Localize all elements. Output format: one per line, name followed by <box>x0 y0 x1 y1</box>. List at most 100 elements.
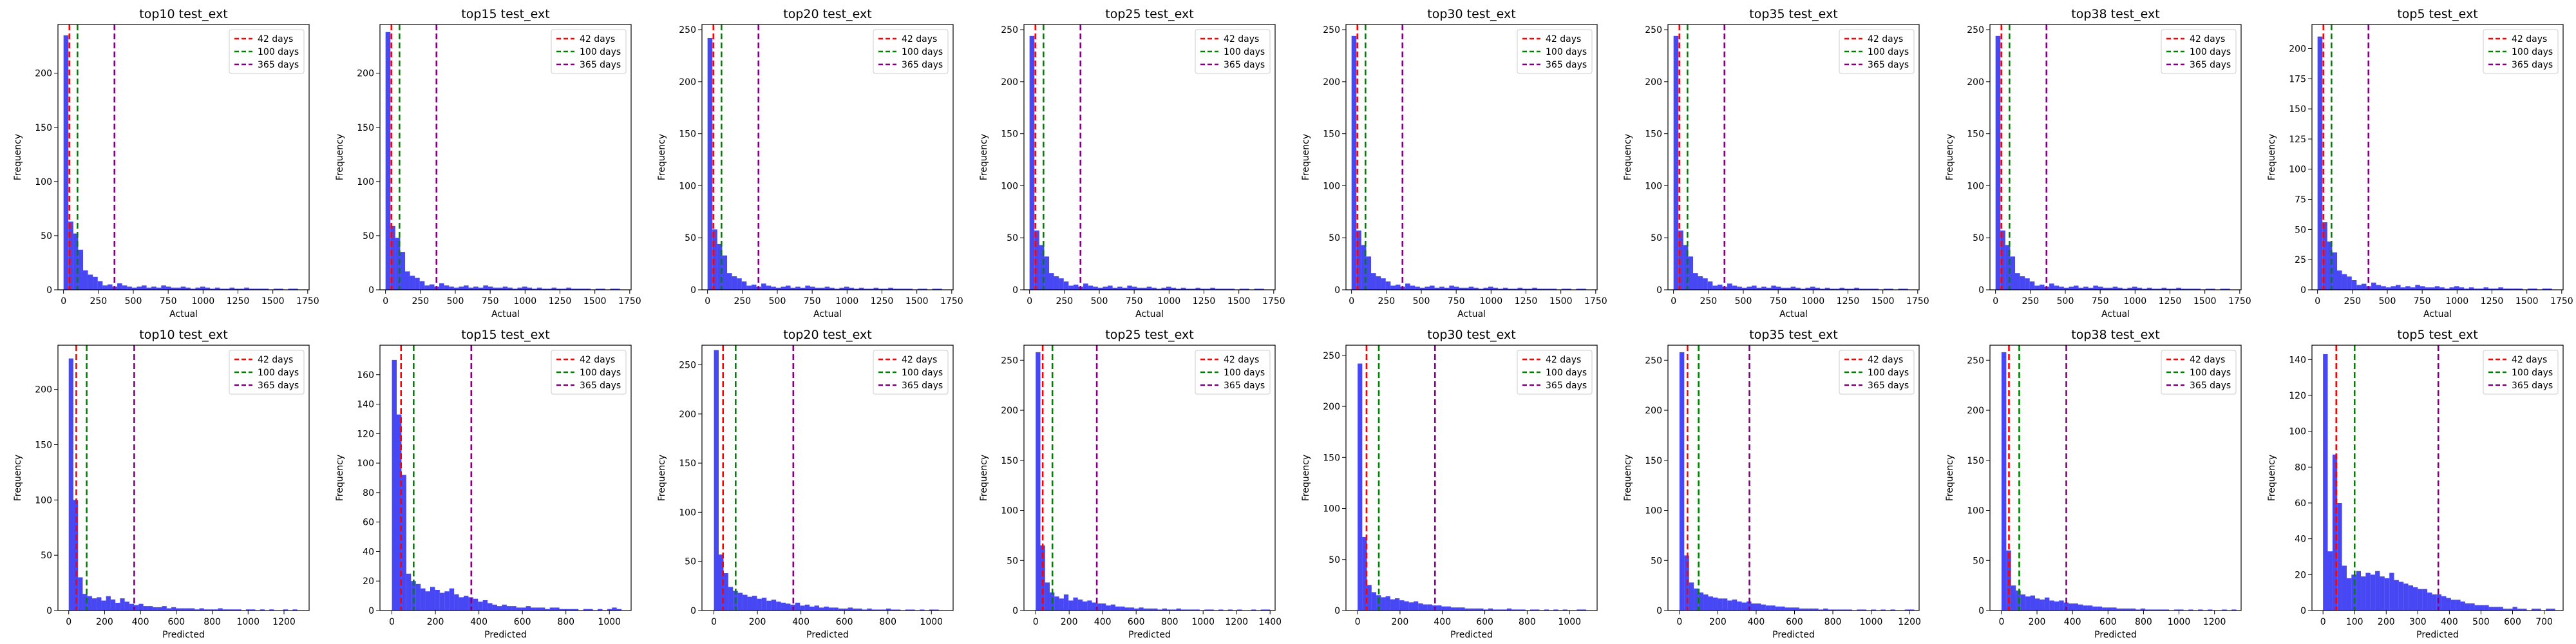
y-tick-label: 200 <box>1967 77 1984 88</box>
histogram-bar <box>1880 609 1886 611</box>
histogram-bar <box>1036 352 1041 611</box>
histogram-bar <box>1381 597 1386 611</box>
histogram-bar <box>115 602 120 611</box>
legend: 42 days 100 days 365 days <box>873 29 949 74</box>
y-tick-label: 0 <box>690 285 696 296</box>
histogram-bar <box>1103 287 1108 290</box>
x-tick-label: 1000 <box>514 296 537 307</box>
histogram-panel-7: 0 250 500 750 1000 1250 1500 1750 0 50 100 150 200 25… <box>1945 7 2251 319</box>
histogram-bar <box>110 599 116 611</box>
histogram-bar <box>2127 287 2132 290</box>
histogram-bar <box>1830 289 1835 290</box>
histogram-bar <box>761 598 767 611</box>
histogram-bar <box>1139 607 1144 611</box>
histogram-bar <box>454 594 459 611</box>
x-tick-label: 1500 <box>1871 296 1895 307</box>
histogram-bar <box>1478 289 1484 290</box>
histogram-bar <box>1903 289 1908 290</box>
x-tick-label: 1750 <box>1906 296 1929 307</box>
histogram-bar <box>68 222 73 290</box>
histogram-bar <box>2078 604 2083 611</box>
histogram-bar <box>2513 289 2518 290</box>
x-tick-label: 200 <box>2378 617 2395 627</box>
histogram-bar <box>1718 598 1723 611</box>
histogram-bar <box>1441 606 1446 611</box>
x-tick-label: 800 <box>204 617 221 627</box>
y-tick-label: 150 <box>1323 129 1340 140</box>
histogram-bar <box>868 289 874 290</box>
histogram-bar <box>464 596 469 611</box>
histogram-bar <box>1535 609 1540 611</box>
histogram-bar <box>1063 594 1069 611</box>
histogram-bar <box>522 286 527 290</box>
histogram-bar <box>2422 589 2428 611</box>
histogram-bar <box>1537 289 1542 290</box>
histogram-bar <box>1810 287 1815 290</box>
chart-title: top20 test_ext <box>783 328 871 342</box>
histogram-bar <box>395 238 401 290</box>
x-tick-label: 1200 <box>272 617 296 627</box>
x-tick-label: 600 <box>2504 617 2521 627</box>
histogram-bar <box>488 286 493 290</box>
legend-box <box>2161 29 2237 74</box>
histogram-bar <box>251 609 256 611</box>
histogram-bar <box>156 287 162 290</box>
histogram-bar <box>88 274 93 290</box>
histogram-bar <box>1737 601 1742 611</box>
histogram-bar <box>2474 605 2479 611</box>
histogram-bar <box>2356 285 2362 290</box>
histogram-bar <box>224 289 230 290</box>
histogram-bar <box>1737 287 1742 290</box>
y-tick-label: 200 <box>1323 77 1340 88</box>
histogram-panel-4: 0 250 500 750 1000 1250 1500 1750 0 50 100 150 200 25… <box>979 7 1285 319</box>
x-tick-label: 200 <box>1061 617 1078 627</box>
histogram-bar <box>429 284 435 290</box>
histogram-bar <box>727 273 732 290</box>
histogram-bar <box>1502 609 1507 611</box>
plot-area <box>1679 345 1915 611</box>
histogram-bar <box>176 608 181 611</box>
y-tick-label: 250 <box>1001 25 1018 35</box>
y-tick-label: 0 <box>1334 606 1340 616</box>
histogram-bar <box>190 289 196 290</box>
histogram-bar <box>131 287 137 290</box>
histogram-bar <box>107 284 113 290</box>
histogram-bar <box>1237 609 1242 611</box>
y-tick-label: 250 <box>1967 355 1984 366</box>
histogram-bar <box>1437 605 1442 611</box>
histogram-bar <box>234 289 240 290</box>
y-tick-label: 50 <box>2295 225 2306 235</box>
x-tick-label: 1000 <box>920 617 943 627</box>
histogram-bar <box>1794 607 1799 611</box>
y-tick-label: 0 <box>46 606 52 616</box>
histogram-bar <box>1703 278 1708 290</box>
histogram-bar <box>795 287 800 290</box>
histogram-bar <box>2097 606 2103 611</box>
histogram-bar <box>862 609 867 611</box>
y-tick-label: 150 <box>679 459 696 469</box>
histogram-bar <box>2188 609 2193 611</box>
histogram-bar <box>2444 289 2450 290</box>
histogram-bar <box>2035 598 2040 611</box>
legend-box <box>551 350 627 395</box>
histogram-bar <box>143 606 148 611</box>
histogram-bar <box>1408 602 1414 611</box>
histogram-bar <box>392 359 397 611</box>
histogram-bar <box>171 607 176 611</box>
histogram-bar <box>2394 580 2399 611</box>
histogram-bar <box>1833 609 1838 611</box>
histogram-bar <box>2030 595 2036 611</box>
y-tick-label: 100 <box>1001 506 1018 516</box>
histogram-bar <box>2093 285 2098 290</box>
y-tick-label: 100 <box>1645 506 1662 516</box>
histogram-bar <box>483 285 488 290</box>
histogram-bar <box>419 281 425 290</box>
histogram-bar <box>162 606 167 611</box>
y-tick-label: 0 <box>1012 606 1018 616</box>
legend-entry: 365 days <box>258 381 299 391</box>
histogram-bar <box>1110 604 1115 611</box>
legend-entry: 100 days <box>902 368 943 378</box>
histogram-bar <box>1162 608 1168 611</box>
x-tick-label: 1750 <box>2228 296 2251 307</box>
histogram-bar <box>1698 276 1703 290</box>
